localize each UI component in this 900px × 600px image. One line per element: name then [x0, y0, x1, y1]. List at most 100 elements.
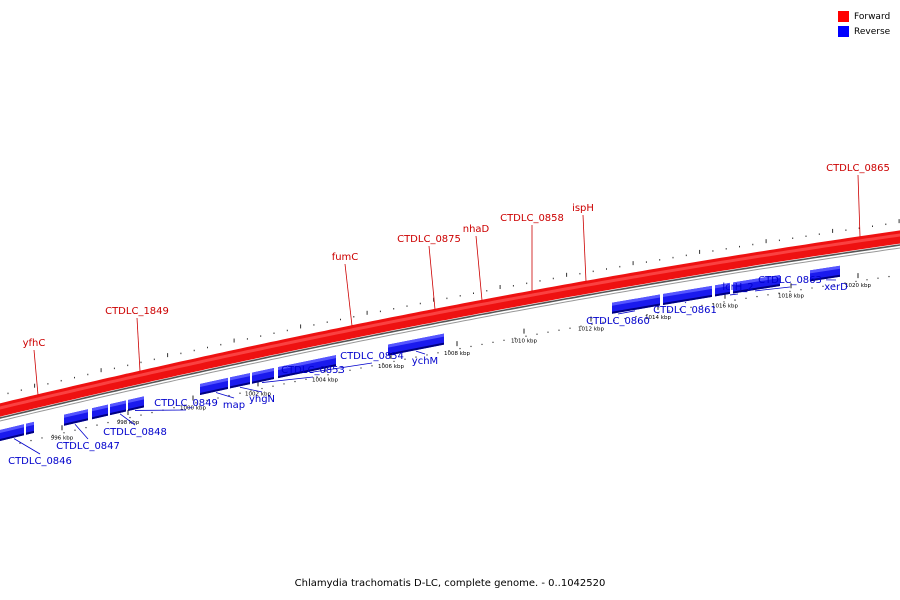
- reverse-gene-label-leader: [119, 413, 136, 426]
- reverse-gene-block-shade: [110, 400, 126, 408]
- reverse-gene-block-edge: [64, 418, 88, 426]
- scale-dot: [712, 303, 714, 305]
- backbone-line-outer: [0, 244, 900, 419]
- reverse-gene-label-leader: [617, 310, 636, 315]
- scale-dot: [283, 383, 285, 385]
- scale-dot: [349, 369, 351, 371]
- feature-blocks: [0, 265, 840, 442]
- reverse-gene-label: yhgN: [249, 394, 275, 405]
- reverse-gene-label: CTDLC_0861: [653, 305, 717, 316]
- scale-dot: [470, 345, 472, 348]
- reverse-gene-label-leader: [215, 392, 235, 399]
- reverse-gene-block-edge: [128, 405, 144, 412]
- scale-label: 1012 kbp: [578, 326, 604, 332]
- scale-label: 1018 kbp: [778, 293, 804, 299]
- genome-backbone: [0, 230, 900, 422]
- forward-strand: [0, 230, 900, 417]
- reverse-gene-label-leader: [754, 286, 791, 292]
- scale-dot: [657, 312, 659, 314]
- reverse-gene-label: xerD: [824, 282, 848, 293]
- forward-gene-label: CTDLC_0865: [826, 163, 890, 174]
- reverse-gene-label: CTDLC_0860: [586, 316, 650, 327]
- reverse-gene-label-leader: [74, 423, 89, 440]
- scale-dot: [173, 406, 175, 409]
- scale-dot: [866, 279, 868, 281]
- scale-dot: [426, 354, 428, 356]
- scale-dot: [261, 387, 263, 390]
- reverse-gene-block-shade: [64, 409, 88, 418]
- forward-gene-label: nhaD: [463, 224, 490, 235]
- reverse-gene-block-shade: [200, 377, 228, 387]
- reverse-gene-label: CTDLC_0863: [758, 275, 822, 286]
- scale-dot: [52, 434, 54, 437]
- scale-dot: [635, 315, 637, 318]
- scale-dot: [833, 283, 835, 286]
- scale-dot: [151, 411, 153, 414]
- scale-label: 996 kbp: [51, 435, 74, 441]
- reverse-gene-block-edge: [200, 386, 228, 395]
- forward-gene-label: CTDLC_0858: [500, 213, 564, 224]
- reverse-gene-label: CTDLC_0847: [56, 441, 120, 452]
- forward-gene-label-leader: [857, 174, 861, 237]
- scale-dot: [140, 414, 142, 416]
- scale-dot: [789, 290, 791, 293]
- scale-dot: [690, 306, 692, 309]
- scale-dot: [360, 367, 362, 369]
- scale-dot: [239, 392, 241, 394]
- scale-label: 1000 kbp: [180, 405, 206, 411]
- reverse-gene-block-shade: [92, 404, 108, 412]
- scale-dot: [448, 349, 450, 352]
- scale-dot: [844, 282, 846, 284]
- reverse-gene-label: CTDLC_0854: [340, 351, 404, 362]
- reverse-gene-block-shade: [252, 368, 274, 376]
- scale-dot: [305, 378, 307, 381]
- scale-dot: [96, 424, 98, 426]
- scale-dot: [41, 437, 43, 439]
- forward-gene-label-leader: [475, 235, 483, 301]
- scale-dot: [415, 356, 417, 358]
- forward-gene-label-leader: [344, 263, 353, 326]
- reverse-gene-block-edge: [92, 413, 108, 420]
- scale-dot: [74, 429, 76, 431]
- scale-dot: [514, 337, 516, 339]
- reverse-gene-block-edge: [715, 291, 730, 297]
- scale-dot: [338, 371, 340, 374]
- scale-dot: [778, 292, 780, 294]
- reverse-gene-label: map: [223, 400, 245, 411]
- scale-label: 1016 kbp: [712, 304, 738, 310]
- reverse-gene-label: CTDLC_0849: [154, 398, 218, 409]
- scale-dot: [580, 325, 582, 327]
- scale-dot: [800, 289, 802, 291]
- scale-dot: [316, 376, 318, 378]
- scale-dot: [558, 329, 560, 331]
- reverse-gene-block-shade: [0, 424, 24, 434]
- scale-dot: [602, 321, 604, 324]
- scale-dot: [129, 416, 131, 419]
- scale-dot: [591, 323, 593, 325]
- scale-dot: [701, 304, 703, 307]
- reverse-gene-block-edge: [663, 294, 712, 306]
- forward-strand-highlight: [0, 233, 900, 410]
- legend-swatch-forward: [838, 11, 849, 22]
- scale-dot: [195, 402, 197, 404]
- reverse-gene-block-edge: [252, 377, 274, 384]
- reverse-gene-block-edge: [26, 430, 34, 435]
- scale-dot: [745, 297, 747, 300]
- scale-dot: [459, 347, 461, 350]
- scale-dot: [877, 277, 879, 279]
- map-caption: Chlamydia trachomatis D-LC, complete gen…: [294, 578, 606, 589]
- scale-dot: [734, 299, 736, 301]
- legend-item-reverse: Reverse: [838, 24, 898, 39]
- reverse-gene-block-edge: [388, 342, 444, 356]
- scale-ticks: 996 kbp 998 kbp 1000 kbp 1002 kbp 1004 kbp 10…: [7, 219, 900, 444]
- scale-dot: [272, 385, 274, 387]
- scale-label: 1010 kbp: [511, 339, 537, 345]
- reverse-gene-label-leader: [239, 386, 263, 393]
- reverse-gene-block-shade: [663, 285, 712, 298]
- scale-dot: [85, 426, 87, 429]
- legend-item-forward: Forward: [838, 9, 898, 24]
- label-leaders: [13, 174, 861, 455]
- scale-dot: [382, 362, 384, 365]
